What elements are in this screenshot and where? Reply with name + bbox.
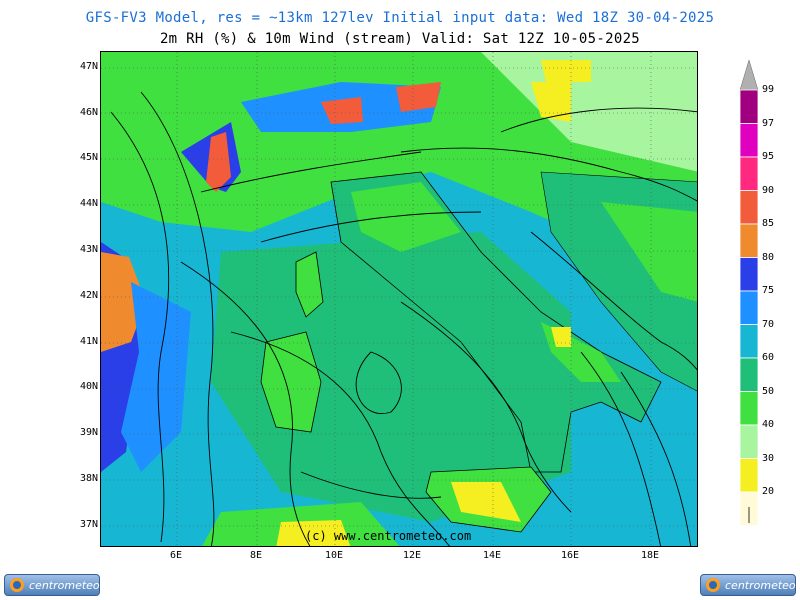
centrometeo-logo-right[interactable]: centrometeo (700, 574, 796, 596)
humidity-zone-85 (101, 252, 146, 352)
legend-box-99 (739, 89, 759, 124)
lat-label: 40N (79, 381, 98, 392)
legend-box-90 (739, 190, 759, 225)
legend-box-50 (739, 391, 759, 426)
humidity-zone-90-alps (206, 132, 231, 192)
map-title: GFS-FV3 Model, res = ~13km 127lev Initia… (85, 10, 715, 26)
balkans-humidity-50 (601, 202, 697, 302)
legend-box-75 (739, 290, 759, 325)
legend-label-99: 99 (762, 84, 775, 95)
legend-label-20: 20 (762, 486, 775, 497)
map-subtitle: 2m RH (%) & 10m Wind (stream) Valid: Sat… (159, 31, 641, 47)
humidity-legend: 99 97 95 90 85 80 75 70 60 50 40 30 20 (738, 55, 798, 525)
central-italy-humidity (351, 182, 461, 252)
lat-label: 44N (79, 198, 98, 209)
lat-label: 45N (79, 152, 98, 163)
logo-text: centrometeo (725, 579, 796, 592)
logo-text: centrometeo (29, 579, 100, 592)
legend-label-97: 97 (762, 117, 775, 129)
lon-label: 14E (482, 550, 502, 561)
legend-label-90: 90 (762, 184, 775, 196)
copyright-watermark: (c) www.centrometeo.com (305, 529, 472, 543)
sicily-dry-zone (451, 482, 521, 522)
lat-label: 38N (79, 473, 98, 484)
lat-label: 47N (79, 61, 98, 72)
legend-label-60: 60 (762, 352, 775, 363)
lat-label: 43N (79, 244, 98, 255)
legend-label-30: 30 (762, 452, 775, 464)
apulia-dry-zone (551, 327, 571, 347)
map-canvas (101, 52, 697, 546)
lon-label: 8E (249, 550, 263, 561)
legend-box-80 (739, 257, 759, 292)
lat-label: 42N (79, 290, 98, 301)
legend-box-70 (739, 324, 759, 359)
legend-box-97 (739, 123, 759, 158)
legend-label-75: 75 (762, 285, 775, 296)
legend-box-40 (739, 424, 759, 459)
humidity-zone-90-central-alps (321, 97, 363, 124)
legend-top-arrow (739, 59, 759, 91)
legend-label-85: 85 (762, 218, 775, 229)
centrometeo-logo-icon (706, 578, 720, 592)
legend-label-95: 95 (762, 151, 775, 162)
lon-label: 6E (169, 550, 183, 561)
north-africa-dry-zone (276, 520, 351, 546)
weather-map (100, 51, 698, 547)
lat-label: 37N (79, 519, 98, 530)
legend-label-70: 70 (762, 318, 775, 330)
humidity-zone-40-ne (481, 52, 697, 172)
humidity-zone-90-east-alps (396, 82, 441, 112)
lat-label: 39N (79, 427, 98, 438)
lon-label: 16E (560, 550, 580, 561)
legend-label-40: 40 (762, 419, 775, 430)
humidity-zone-75 (121, 282, 191, 472)
legend-box-60 (739, 357, 759, 392)
legend-box-85 (739, 223, 759, 258)
centrometeo-logo-left[interactable]: centrometeo (4, 574, 100, 596)
lon-label: 18E (640, 550, 660, 561)
legend-box-30 (739, 458, 759, 493)
lon-label: 10E (324, 550, 344, 561)
humidity-zone-30-ne (531, 82, 571, 122)
legend-label-80: 80 (762, 251, 775, 263)
graticule (101, 52, 697, 546)
legend-label-50: 50 (762, 385, 775, 397)
wind-streamlines (110, 91, 697, 546)
lat-label: 41N (79, 336, 98, 347)
corsica (295, 251, 324, 318)
lon-label: 12E (402, 550, 422, 561)
centrometeo-logo-icon (10, 578, 24, 592)
legend-box-95 (739, 156, 759, 191)
lat-label: 46N (79, 107, 98, 118)
humidity-zone-30-top (541, 60, 591, 82)
legend-colorbar (739, 59, 759, 525)
